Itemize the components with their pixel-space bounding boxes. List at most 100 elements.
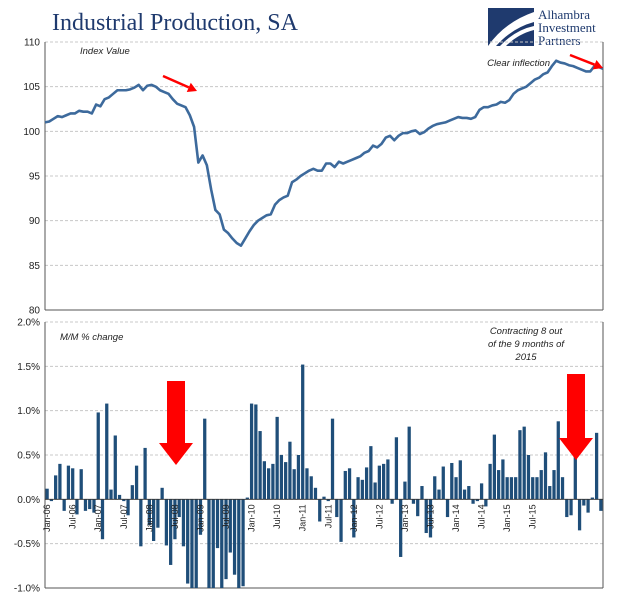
- bottom-y-tick-label: 0.0%: [17, 495, 40, 506]
- mm-change-bar: [582, 499, 586, 506]
- mm-change-bar: [211, 499, 215, 588]
- mm-change-bar: [54, 475, 58, 500]
- top-y-tick-label: 85: [29, 261, 41, 272]
- mm-change-bar: [241, 499, 245, 587]
- mm-change-bar: [134, 465, 139, 500]
- mm-change-bar: [66, 465, 71, 500]
- mm-change-bar: [356, 477, 360, 500]
- mm-change-bar: [156, 499, 160, 528]
- mm-change-bar: [492, 434, 497, 500]
- mm-change-bar: [569, 499, 573, 516]
- mm-change-bar: [292, 469, 296, 500]
- mm-change-bar: [573, 441, 577, 500]
- mm-change-bar: [203, 418, 207, 500]
- mm-change-bar: [71, 468, 75, 500]
- mm-change-bar: [232, 499, 237, 575]
- mm-change-bar: [58, 463, 62, 500]
- mm-change-bar: [169, 499, 173, 565]
- mm-change-bar: [215, 499, 220, 549]
- bottom-x-tick-label: Jan-13: [400, 504, 410, 532]
- mm-change-bar: [364, 467, 369, 500]
- mm-change-bar: [130, 485, 134, 500]
- mm-change-bar: [411, 499, 416, 504]
- mm-change-bar: [471, 499, 475, 504]
- bottom-y-tick-label: 1.0%: [17, 406, 40, 417]
- bottom-x-tick-label: Jan-15: [502, 504, 512, 532]
- bottom-annotation-contracting-line-3: 2015: [514, 352, 537, 363]
- mm-change-bar: [394, 437, 399, 500]
- mm-change-bar: [122, 499, 126, 502]
- mm-change-bar: [377, 465, 381, 500]
- top-y-tick-label: 90: [29, 216, 41, 227]
- mm-change-bar: [352, 499, 356, 538]
- bottom-x-tick-label: Jan-08: [144, 504, 154, 532]
- bottom-x-tick-label: Jul-08: [170, 504, 180, 529]
- bottom-x-tick-label: Jul-12: [374, 504, 384, 529]
- mm-change-bar: [109, 489, 113, 500]
- mm-change-bar: [509, 477, 514, 500]
- mm-change-bar: [343, 470, 347, 500]
- logo: Alhambra Investment Partners: [488, 7, 596, 48]
- mm-change-bar: [105, 403, 109, 500]
- top-y-tick-label: 100: [23, 127, 40, 138]
- top-y-tick-label: 110: [24, 38, 40, 49]
- bottom-x-tick-label: Jul-14: [477, 504, 487, 529]
- mm-change-bar: [194, 499, 198, 588]
- mm-change-bar: [552, 470, 556, 500]
- mm-change-bar: [237, 499, 241, 588]
- mm-change-bar: [382, 463, 386, 500]
- bottom-x-tick-label: Jan-06: [42, 504, 52, 532]
- mm-change-bar: [96, 412, 100, 500]
- logo-mark-icon: [488, 8, 534, 46]
- bottom-x-tick-label: Jan-10: [247, 504, 257, 532]
- mm-change-bar: [190, 499, 194, 588]
- mm-change-bar: [458, 460, 462, 500]
- top-y-tick-label: 95: [29, 172, 41, 183]
- mm-change-bar: [284, 462, 288, 500]
- mm-change-bar: [369, 446, 373, 500]
- mm-change-bar: [83, 499, 88, 511]
- mm-change-bar: [467, 486, 471, 500]
- index-line-chart: 80 85 90 95 100 105 110 Index Value Clear inflec…: [23, 38, 604, 317]
- mm-change-bar: [117, 494, 122, 500]
- bottom-y-tick-label: 2.0%: [17, 318, 40, 329]
- mm-change-bar: [390, 499, 394, 504]
- bottom-x-tick-label: Jul-13: [425, 504, 435, 529]
- mm-change-bar: [258, 431, 262, 500]
- mm-change-bar: [590, 497, 594, 500]
- mm-change-bar: [126, 499, 130, 516]
- mm-change-bar: [305, 468, 309, 500]
- decline-arrow-icon-shaft: [162, 74, 190, 89]
- mm-change-bar: [88, 499, 92, 510]
- mm-change-bar: [49, 499, 54, 502]
- mm-change-bar: [407, 426, 411, 500]
- mm-change-bar: [267, 468, 271, 500]
- mm-change-bar: [173, 499, 177, 540]
- bottom-annotation-contracting-line-1: Contracting 8 out: [490, 326, 563, 337]
- mm-change-bar: [309, 476, 313, 500]
- mm-change-bar: [254, 404, 258, 500]
- mm-change-bar: [143, 447, 147, 500]
- mm-change-bar: [288, 441, 292, 500]
- mm-change-bar: [326, 499, 330, 502]
- mm-change-bar: [522, 426, 526, 500]
- top-y-tick-label: 80: [29, 306, 41, 317]
- mm-change-bar: [399, 499, 403, 557]
- mm-change-bar: [514, 477, 518, 500]
- top-annotation-clear-inflection: Clear inflection: [487, 58, 550, 69]
- mm-change-bar: [335, 499, 339, 518]
- mm-change-bar: [501, 459, 505, 500]
- mm-change-bar: [313, 487, 318, 500]
- mm-change-bar: [462, 489, 467, 500]
- mm-change-bar: [301, 364, 305, 500]
- mm-change-bar: [220, 499, 224, 588]
- mm-change-bar: [450, 462, 454, 500]
- mm-change-bar: [160, 487, 164, 500]
- mm-change-bar: [437, 489, 441, 500]
- top-y-tick-label: 105: [23, 82, 40, 93]
- mm-change-bar: [497, 470, 501, 500]
- mm-change-bar: [245, 497, 249, 500]
- bottom-x-tick-label: Jul-07: [119, 504, 129, 529]
- mm-change-bar: [416, 499, 420, 517]
